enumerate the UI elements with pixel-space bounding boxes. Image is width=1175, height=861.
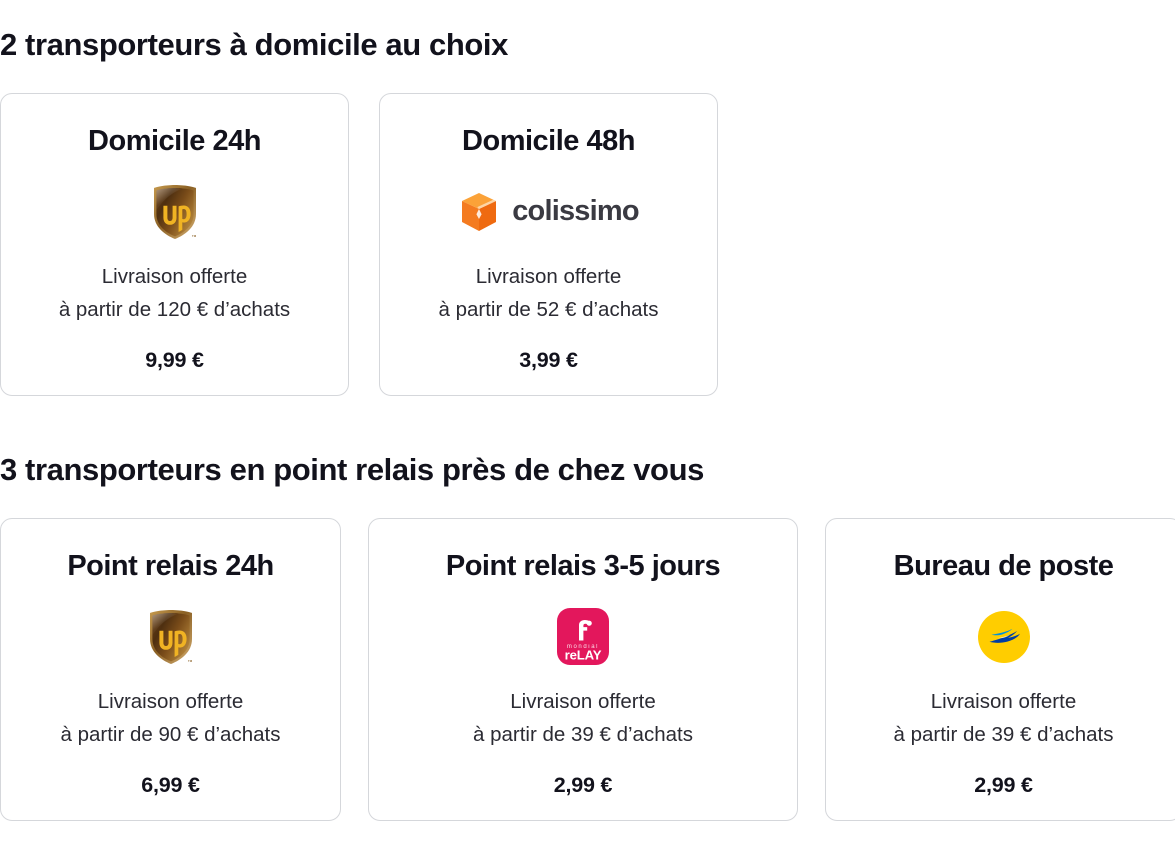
- threshold-line: à partir de 52 € d’achats: [438, 297, 659, 321]
- carrier-card-title: Domicile 48h: [462, 125, 635, 157]
- carrier-card-price: 3,99 €: [519, 348, 578, 372]
- colissimo-wordmark: colissimo: [512, 195, 639, 228]
- free-shipping-line: Livraison offerte: [475, 264, 622, 288]
- carrier-logo-slot: ™: [151, 180, 199, 243]
- carrier-logo-slot: mondial reLAY: [557, 605, 609, 668]
- carrier-logo-slot: [977, 605, 1030, 668]
- carrier-card-title: Bureau de poste: [893, 550, 1114, 582]
- carrier-card-bureau-de-poste[interactable]: Bureau de poste Livraison offerte à part…: [825, 518, 1175, 821]
- carrier-card-price: 2,99 €: [553, 773, 613, 797]
- carrier-card-price: 6,99 €: [141, 773, 200, 797]
- la-poste-logo-icon: [977, 610, 1030, 663]
- colissimo-logo-icon: colissimo: [458, 191, 640, 233]
- threshold-line: à partir de 90 € d’achats: [60, 722, 281, 746]
- colissimo-box-icon: [462, 192, 497, 231]
- carrier-card-domicile-48h[interactable]: Domicile 48h colissimo Livraison offerte…: [379, 93, 718, 396]
- section-heading-relay-points: 3 transporteurs en point relais près de …: [0, 452, 704, 487]
- free-shipping-line: Livraison offerte: [510, 689, 656, 713]
- carrier-card-domicile-24h[interactable]: Domicile 24h: [0, 93, 349, 396]
- svg-text:reLAY: reLAY: [565, 648, 602, 663]
- carrier-card-title: Point relais 24h: [67, 550, 274, 582]
- carrier-card-grid-relay: Point relais 24h ™ Livraison offerte à p…: [0, 518, 1175, 821]
- threshold-line: à partir de 120 € d’achats: [58, 297, 291, 321]
- carrier-card-point-relais-3-5-jours[interactable]: Point relais 3-5 jours mondial reLAY Liv…: [368, 518, 798, 821]
- free-shipping-line: Livraison offerte: [930, 689, 1077, 713]
- section-heading-home-delivery: 2 transporteurs à domicile au choix: [0, 27, 508, 62]
- carrier-card-description: Livraison offerte à partir de 90 € d’ach…: [61, 685, 281, 751]
- carrier-card-title: Point relais 3-5 jours: [445, 550, 721, 582]
- carrier-logo-slot: ™: [147, 605, 195, 668]
- threshold-line: à partir de 39 € d’achats: [473, 722, 693, 746]
- threshold-line: à partir de 39 € d’achats: [893, 722, 1114, 746]
- ups-logo-icon: ™: [149, 609, 192, 665]
- svg-text:mondial: mondial: [567, 645, 599, 651]
- carrier-card-point-relais-24h[interactable]: Point relais 24h ™ Livraison offerte à p…: [0, 518, 341, 821]
- carrier-card-price: 2,99 €: [974, 773, 1033, 797]
- ups-logo-icon: ™: [153, 184, 196, 240]
- carrier-card-description: Livraison offerte à partir de 120 € d’ac…: [59, 260, 290, 326]
- carrier-card-title: Domicile 24h: [88, 125, 261, 157]
- mondial-relay-logo-icon: mondial reLAY: [557, 608, 609, 666]
- carrier-logo-slot: colissimo: [458, 180, 640, 243]
- svg-text:™: ™: [191, 234, 196, 240]
- carrier-card-price: 9,99 €: [145, 348, 204, 372]
- carrier-card-description: Livraison offerte à partir de 39 € d’ach…: [473, 685, 693, 751]
- free-shipping-line: Livraison offerte: [97, 689, 244, 713]
- free-shipping-line: Livraison offerte: [101, 264, 248, 288]
- carrier-card-description: Livraison offerte à partir de 52 € d’ach…: [439, 260, 659, 326]
- carrier-card-grid-home: Domicile 24h: [0, 93, 718, 396]
- carrier-card-description: Livraison offerte à partir de 39 € d’ach…: [894, 685, 1114, 751]
- svg-text:™: ™: [187, 659, 192, 665]
